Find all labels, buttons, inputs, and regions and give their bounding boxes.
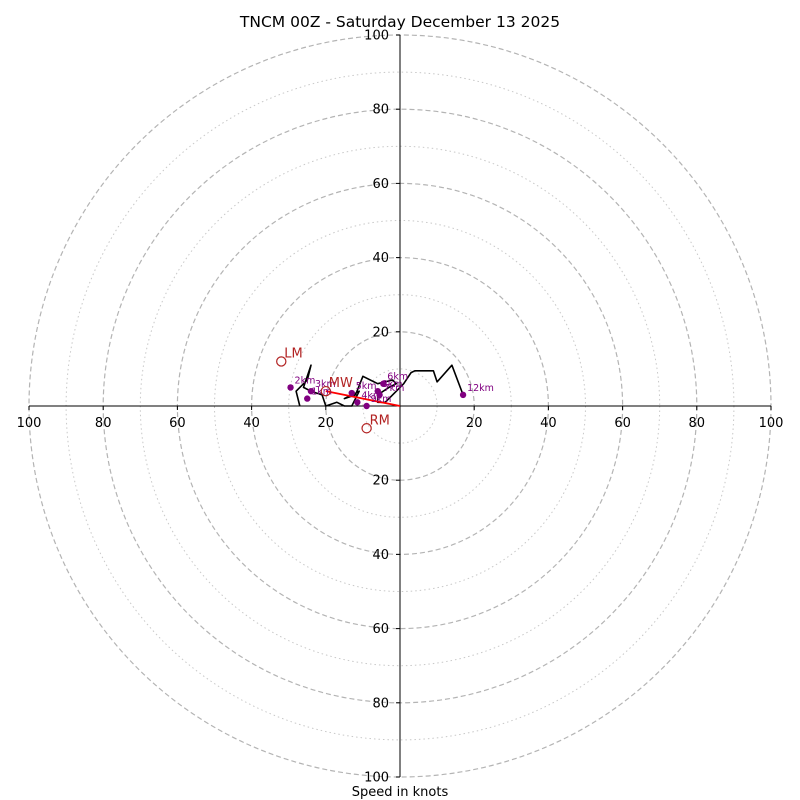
tick-labels: 100 80 60 40 20 20 40 60 80 100 100 80 60 40 20 20 40 60 8… (17, 29, 784, 786)
storm-motion-marker (320, 385, 331, 397)
mean-wind-vector (325, 390, 401, 407)
chart-title: TNCM 00Z - Saturday December 13 2025 (239, 13, 560, 31)
height-point (307, 387, 315, 395)
tick-label-left: 20 (318, 416, 335, 431)
tick-label-top: 20 (372, 325, 389, 340)
tick-label-right: 20 (466, 416, 483, 431)
height-point (348, 389, 355, 397)
height-point (459, 391, 467, 399)
tick-label-bottom: 80 (372, 696, 389, 711)
tick-label-bottom: 40 (372, 548, 389, 563)
height-point (304, 395, 311, 402)
tick-label-left: 100 (17, 416, 42, 431)
height-point-label: 7km (384, 383, 405, 394)
tick-label-top: 100 (364, 29, 389, 44)
tick-label-right: 80 (689, 416, 706, 431)
tick-label-bottom: 60 (372, 622, 389, 637)
storm-motion-label: RM (370, 413, 390, 428)
tick-label-right: 100 (759, 416, 784, 431)
height-point (363, 402, 370, 410)
height-point-label: 6km (387, 372, 408, 383)
height-point (380, 380, 387, 387)
tick-label-top: 80 (372, 103, 389, 118)
height-point (354, 399, 361, 406)
height-point-label: 12km (467, 383, 494, 394)
height-point-label: 8km (382, 379, 403, 390)
storm-motion-marker (361, 423, 372, 434)
storm-motion-label: LM (284, 346, 302, 361)
tick-label-top: 40 (372, 251, 389, 266)
storm-motion-marker (276, 356, 287, 367)
tick-label-left: 60 (169, 416, 186, 431)
height-point-label: 9km (371, 394, 392, 405)
tick-label-top: 60 (372, 177, 389, 192)
height-point-label: 5km (356, 381, 377, 392)
height-point-label: 4km (361, 390, 382, 401)
x-axis-label: Speed in knots (352, 785, 449, 800)
tick-label-left: 40 (243, 416, 260, 431)
storm-motion-label: MW (329, 376, 353, 391)
height-point (287, 384, 294, 391)
tick-label-right: 40 (540, 416, 557, 431)
height-point-label: 2km (295, 375, 316, 386)
shear-vector-layer (325, 390, 401, 407)
tick-label-bottom: 20 (372, 474, 389, 489)
tick-label-left: 80 (95, 416, 112, 431)
storm-motion-layer: LM MW RM (276, 346, 390, 434)
tick-label-right: 60 (614, 416, 631, 431)
tick-label-bottom: 100 (364, 771, 389, 786)
height-point (376, 391, 383, 399)
height-point-label: 3km (315, 379, 336, 390)
